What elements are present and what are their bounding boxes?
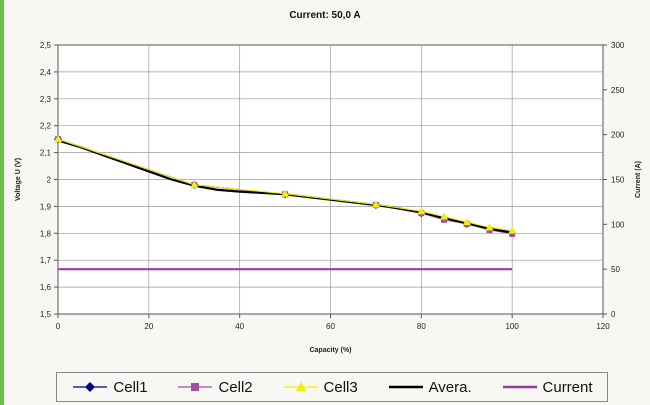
y2-tick-label: 0	[611, 310, 616, 319]
point-cell3	[281, 189, 290, 197]
legend-label-current: Current	[542, 378, 593, 396]
chart-svg: 1,5 1,6 1,7 1,8 1,9 2 2,1 2,2 2,3 2,4 2,5 0 20 40 60 80…	[15, 41, 642, 354]
chart-title: Current: 50,0 A	[289, 10, 361, 21]
point-cell3	[371, 200, 380, 208]
x-tick-label: 60	[326, 322, 335, 331]
legend-label-cell3: Cell3	[323, 378, 358, 396]
y-tick-label: 2,2	[40, 122, 52, 131]
legend-item-avera: Avera.	[387, 379, 472, 396]
x-tick-label: 100	[505, 322, 519, 331]
x-tick-label: 40	[235, 322, 244, 331]
point-cell3	[190, 180, 199, 188]
legend-label-avera: Avera.	[428, 378, 472, 396]
y-tick-label: 1,6	[40, 283, 52, 292]
legend-swatch-cell3	[283, 382, 318, 391]
x-tick-label: 80	[417, 322, 426, 331]
y-tick-label: 2,5	[40, 41, 52, 50]
point-cell3	[440, 212, 449, 220]
y2-tick-label: 300	[611, 41, 625, 50]
left-accent-bar	[0, 0, 4, 405]
y2-tick-label: 150	[611, 176, 625, 185]
y-tick-label: 2,3	[40, 95, 52, 104]
point-cell2	[509, 230, 516, 237]
y2-tick-label: 100	[611, 220, 625, 229]
x-axis-label: Capacity (%)	[309, 347, 351, 354]
point-cell3	[54, 135, 62, 143]
y2-tick-label: 200	[611, 131, 625, 140]
y-tick-label: 1,8	[40, 229, 52, 238]
legend-item-current: Current	[501, 379, 593, 396]
y-tick-label: 2,4	[40, 68, 52, 77]
legend-label-cell1: Cell1	[113, 378, 148, 396]
point-cell2	[441, 216, 448, 223]
y-tick-label: 2,1	[40, 149, 52, 158]
point-cell3	[508, 226, 517, 234]
legend-item-cell1: Cell1	[71, 378, 148, 396]
y-tick-label: 1,9	[40, 202, 52, 211]
legend-item-cell3: Cell3	[282, 379, 358, 396]
y-tick-label: 2	[47, 176, 52, 185]
y-tick-label: 1,5	[40, 310, 52, 319]
chart-legend: Cell1 Cell2 Cell3 Avera. Current	[56, 372, 608, 402]
legend-item-cell2: Cell2	[176, 378, 253, 396]
legend-swatch-cell2	[178, 383, 213, 391]
point-cell3	[485, 223, 494, 231]
legend-label-cell2: Cell2	[218, 378, 253, 396]
x-tick-label: 0	[56, 322, 61, 331]
y2-tick-label: 50	[611, 265, 620, 274]
x-tick-label: 120	[596, 322, 610, 331]
legend-swatch-current	[502, 385, 537, 389]
x-tick-label: 20	[144, 322, 153, 331]
y2-axis-label: Current (A)	[635, 161, 642, 198]
legend-swatch-cell1	[73, 382, 108, 392]
point-cell3	[417, 207, 426, 215]
y-tick-label: 1,7	[40, 256, 52, 265]
y2-tick-label: 250	[611, 86, 625, 95]
y-axis-label: Voltage U (V)	[15, 158, 22, 201]
point-cell3	[462, 218, 471, 226]
legend-swatch-avera	[388, 385, 423, 389]
